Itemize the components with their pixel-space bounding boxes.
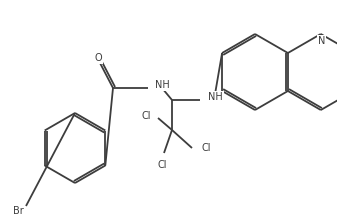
Text: Cl: Cl — [202, 143, 212, 153]
Text: NH: NH — [155, 80, 170, 90]
Text: Br: Br — [13, 206, 24, 216]
Text: O: O — [94, 53, 102, 63]
Text: Cl: Cl — [157, 160, 167, 170]
Text: NH: NH — [208, 92, 223, 102]
Text: N: N — [318, 36, 326, 46]
Text: Cl: Cl — [142, 111, 151, 121]
